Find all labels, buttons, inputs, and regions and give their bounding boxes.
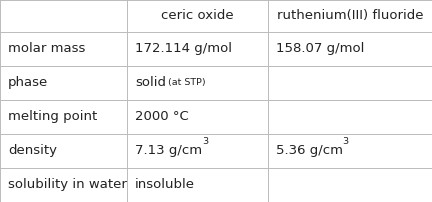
Text: 3: 3: [202, 137, 208, 146]
Text: 5.36 g/cm: 5.36 g/cm: [276, 144, 343, 158]
Text: 158.07 g/mol: 158.07 g/mol: [276, 42, 364, 55]
Text: 7.13 g/cm: 7.13 g/cm: [135, 144, 202, 158]
Text: 2000 °C: 2000 °C: [135, 110, 189, 123]
Text: ruthenium(III) fluoride: ruthenium(III) fluoride: [276, 9, 423, 22]
Text: density: density: [8, 144, 57, 158]
Text: phase: phase: [8, 76, 48, 89]
Text: melting point: melting point: [8, 110, 97, 123]
Text: solubility in water: solubility in water: [8, 179, 127, 191]
Text: (at STP): (at STP): [168, 78, 205, 87]
Text: 3: 3: [343, 137, 349, 146]
Text: ceric oxide: ceric oxide: [161, 9, 234, 22]
Text: insoluble: insoluble: [135, 179, 195, 191]
Text: molar mass: molar mass: [8, 42, 85, 55]
Text: 172.114 g/mol: 172.114 g/mol: [135, 42, 232, 55]
Text: solid: solid: [135, 76, 166, 89]
